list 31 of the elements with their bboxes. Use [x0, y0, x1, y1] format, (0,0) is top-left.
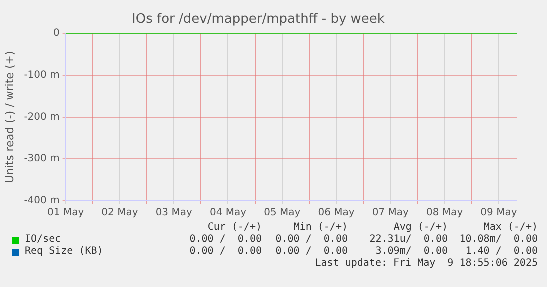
legend-label: IO/sec — [25, 234, 62, 246]
text: Min (-/+) — [292, 222, 348, 234]
text: 22.31u/ 0.00 — [368, 234, 448, 246]
text: 0.00 / 0.00 — [188, 234, 262, 246]
chart-title: IOs for /dev/mapper/mpathff - by week — [132, 12, 386, 28]
text: 10.08m/ 0.00 — [458, 234, 538, 246]
text: 3.09m/ 0.00 — [374, 246, 448, 258]
text: 0.00 / 0.00 — [188, 246, 262, 258]
x-tick-label: 06 May — [318, 208, 355, 219]
text: 1.40 / 0.00 — [464, 246, 538, 258]
x-tick-label: 03 May — [156, 208, 192, 219]
text: Last update: Fri May 9 18:55:06 2025 — [314, 258, 538, 270]
text: Cur (-/+) — [206, 222, 262, 234]
text: Max (-/+) — [482, 222, 538, 234]
legend-label: Req Size (KB) — [25, 246, 104, 258]
y-tick-label: -300 m — [24, 154, 60, 165]
x-tick-label: 02 May — [102, 208, 138, 219]
y-axis-title: Units read (-) / write (+) — [3, 51, 16, 184]
text: 0.00 / 0.00 — [274, 234, 348, 246]
x-tick-label: 05 May — [264, 208, 301, 219]
x-tick-label: 08 May — [426, 208, 464, 219]
y-tick-label: -400 m — [24, 196, 60, 207]
text: 0.00 / 0.00 — [274, 246, 348, 258]
x-tick-label: 09 May — [480, 208, 518, 219]
x-tick-label: 07 May — [372, 208, 410, 219]
y-tick-label: -100 m — [24, 70, 60, 82]
x-tick-label: 04 May — [210, 208, 247, 219]
y-tick-label: 0 — [53, 28, 60, 40]
x-tick-label: 01 May — [48, 208, 84, 219]
text: Avg (-/+) — [392, 222, 448, 234]
y-tick-label: -200 m — [24, 112, 60, 123]
